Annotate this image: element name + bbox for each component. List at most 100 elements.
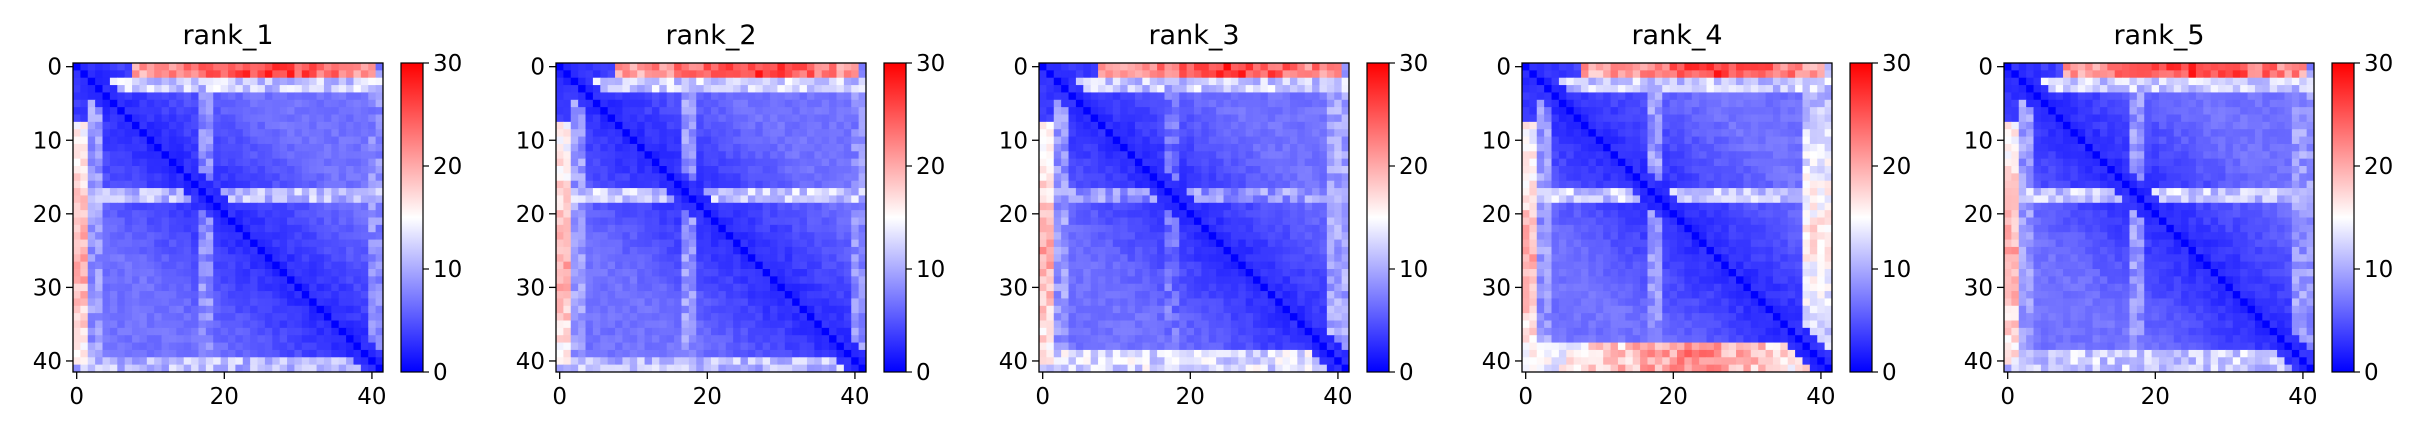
heatmap-cell (301, 158, 310, 167)
heatmap-cell (711, 70, 719, 79)
heatmap-cell (725, 261, 734, 270)
heatmap-cell (360, 210, 369, 218)
heatmap-cell (725, 85, 734, 93)
heatmap-cell (1304, 232, 1313, 241)
heatmap-cell (301, 136, 310, 145)
heatmap-cell (316, 63, 325, 71)
heatmap-cell (264, 210, 273, 218)
heatmap-cell (309, 276, 318, 285)
heatmap-cell (1230, 136, 1239, 145)
heatmap-cell (1098, 114, 1106, 123)
heatmap-cell (733, 224, 742, 233)
heatmap-cell (740, 107, 749, 115)
heatmap-cell (570, 217, 579, 226)
heatmap-cell (770, 313, 778, 321)
heatmap-cell (309, 180, 318, 189)
heatmap-cell (814, 166, 823, 174)
heatmap-cell (250, 232, 259, 241)
heatmap-cell (578, 92, 587, 101)
heatmap-cell (257, 143, 266, 152)
heatmap-cell (80, 166, 89, 174)
heatmap-cell (1326, 63, 1335, 71)
heatmap-cell (615, 327, 623, 336)
heatmap-cell (198, 349, 207, 358)
heatmap-cell (73, 121, 81, 130)
heatmap-cell (250, 85, 259, 93)
heatmap-cell (1039, 269, 1047, 277)
heatmap-cell (154, 77, 163, 86)
heatmap-cell (294, 166, 303, 174)
heatmap-cell (102, 313, 111, 321)
heatmap-cell (821, 158, 830, 167)
heatmap-cell (570, 188, 579, 196)
heatmap-cell (213, 269, 222, 277)
heatmap-cell (146, 195, 155, 204)
heatmap-cell (622, 283, 631, 292)
heatmap-cell (821, 77, 830, 86)
heatmap-cell (176, 173, 185, 182)
heatmap-cell (338, 158, 347, 167)
heatmap-cell (154, 107, 163, 115)
heatmap-cell (205, 107, 214, 115)
heatmap-cell (228, 158, 236, 167)
heatmap-cell (191, 107, 199, 115)
heatmap-cell (1194, 232, 1202, 241)
heatmap-cell (784, 143, 793, 152)
heatmap-cell (747, 77, 756, 86)
heatmap-cell (198, 166, 207, 174)
heatmap-cell (139, 202, 148, 211)
heatmap-cell (1105, 269, 1114, 277)
heatmap-cell (1061, 276, 1070, 285)
heatmap-cell (696, 202, 705, 211)
heatmap-cell (109, 99, 118, 108)
heatmap-cell (578, 195, 587, 204)
heatmap-cell (1253, 158, 1261, 167)
heatmap-cell (556, 70, 564, 79)
heatmap-cell (836, 276, 845, 285)
heatmap-cell (592, 143, 601, 152)
heatmap-cell (607, 202, 616, 211)
heatmap-cell (777, 283, 786, 292)
heatmap-cell (1098, 99, 1106, 108)
heatmap-cell (264, 188, 273, 196)
heatmap-cell (600, 158, 609, 167)
heatmap-cell (353, 210, 362, 218)
heatmap-cell (644, 269, 653, 277)
heatmap-cell (1127, 151, 1136, 160)
heatmap-cell (1053, 224, 1062, 233)
heatmap-cell (1334, 276, 1343, 285)
heatmap-cell (309, 239, 318, 248)
heatmap-cell (191, 92, 199, 101)
heatmap-cell (316, 107, 325, 115)
heatmap-cell (755, 342, 764, 351)
heatmap-cell (168, 85, 177, 93)
heatmap-cell (836, 239, 845, 248)
heatmap-cell (725, 202, 734, 211)
heatmap-cell (353, 114, 362, 123)
heatmap-cell (198, 63, 207, 71)
heatmap-cell (198, 342, 207, 351)
heatmap-cell (570, 298, 579, 307)
heatmap-cell (851, 121, 860, 130)
heatmap-cell (1186, 283, 1195, 292)
heatmap-cell (600, 202, 609, 211)
heatmap-cell (1304, 92, 1313, 101)
heatmap-cell (1312, 136, 1320, 145)
heatmap-cell (331, 188, 340, 196)
heatmap-cell (674, 313, 682, 321)
heatmap-cell (615, 305, 623, 314)
heatmap-cell (80, 357, 89, 366)
heatmap-cell (696, 291, 705, 299)
heatmap-cell (1341, 239, 1350, 248)
heatmap-cell (1275, 77, 1284, 86)
heatmap-cell (1282, 283, 1291, 292)
heatmap-cell (294, 85, 303, 93)
heatmap-cell (213, 121, 222, 130)
heatmap-cell (287, 276, 295, 285)
heatmap-cell (1186, 129, 1195, 138)
heatmap-cell (353, 99, 362, 108)
heatmap-cell (1179, 85, 1188, 93)
heatmap-cell (784, 210, 793, 218)
heatmap-cell (1098, 210, 1106, 218)
heatmap-cell (338, 305, 347, 314)
